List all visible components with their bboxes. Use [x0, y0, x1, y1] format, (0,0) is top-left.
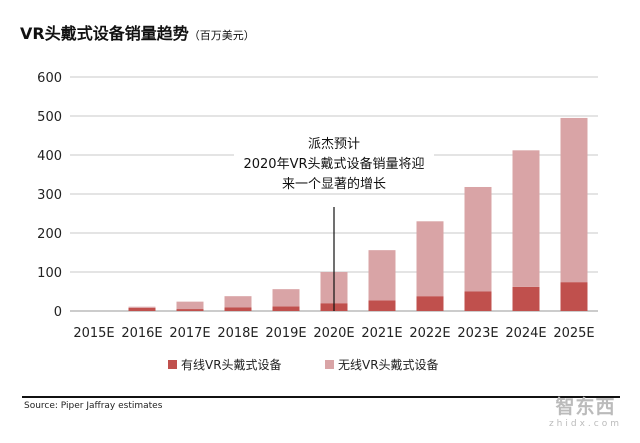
- watermark-logo: 智东西: [555, 396, 616, 418]
- bar-wireless: [464, 186, 492, 292]
- bar-wireless: [272, 289, 300, 307]
- x-tick-label: 2019E: [265, 326, 306, 341]
- watermark-url: zhidx.com: [548, 419, 622, 429]
- bar-wireless: [560, 117, 588, 283]
- y-tick-label: 0: [54, 305, 62, 320]
- x-tick-label: 2023E: [457, 326, 498, 341]
- x-tick-label: 2018E: [217, 326, 258, 341]
- source-divider: [22, 396, 620, 398]
- bar-wired: [560, 282, 588, 311]
- bar-wireless: [176, 301, 204, 310]
- bar-wireless: [512, 150, 540, 287]
- x-tick-label: 2015E: [73, 326, 114, 341]
- bar-wired: [128, 307, 156, 311]
- y-tick-label: 500: [37, 110, 62, 125]
- x-tick-label: 2024E: [505, 326, 546, 341]
- annotation-line: 派杰预计: [308, 137, 360, 152]
- y-tick-label: 400: [37, 149, 62, 164]
- y-tick-label: 100: [37, 266, 62, 281]
- bar-wireless: [368, 250, 396, 301]
- y-tick-label: 300: [37, 188, 62, 203]
- bar-wired: [416, 296, 444, 311]
- bar-wireless: [224, 296, 252, 308]
- bar-wired: [176, 309, 204, 311]
- bar-wired: [512, 286, 540, 311]
- x-tick-label: 2025E: [553, 326, 594, 341]
- watermark: 智东西 zhidx.com: [549, 392, 622, 429]
- legend-item-wired: 有线VR头戴式设备: [168, 356, 282, 373]
- x-tick-label: 2020E: [313, 326, 354, 341]
- chart-unit: （百万美元）: [188, 29, 255, 42]
- legend-label-wireless: 无线VR头戴式设备: [338, 358, 439, 372]
- annotation-line: 来一个显著的增长: [282, 176, 386, 192]
- chart-title-text: VR头戴式设备销量趋势: [20, 24, 189, 43]
- legend-item-wireless: 无线VR头戴式设备: [325, 356, 439, 373]
- legend-swatch-wired: [168, 360, 177, 369]
- x-tick-label: 2021E: [361, 326, 402, 341]
- x-tick-label: 2016E: [121, 326, 162, 341]
- chart-title: VR头戴式设备销量趋势（百万美元）: [20, 20, 255, 44]
- bar-wireless: [128, 306, 156, 308]
- bar-wired: [464, 291, 492, 311]
- x-tick-label: 2017E: [169, 326, 210, 341]
- legend-label-wired: 有线VR头戴式设备: [181, 358, 282, 372]
- bar-wired: [368, 300, 396, 311]
- y-tick-label: 200: [37, 227, 62, 242]
- bar-wired: [272, 306, 300, 311]
- source-note: Source: Piper Jaffray estimates: [24, 401, 163, 411]
- y-tick-label: 600: [37, 71, 62, 86]
- legend-swatch-wireless: [325, 360, 334, 369]
- x-tick-label: 2022E: [409, 326, 450, 341]
- bar-wireless: [416, 221, 444, 297]
- annotation-background: [234, 130, 434, 192]
- bar-wired: [224, 307, 252, 311]
- annotation-line: 2020年VR头戴式设备销量将迎: [243, 156, 424, 172]
